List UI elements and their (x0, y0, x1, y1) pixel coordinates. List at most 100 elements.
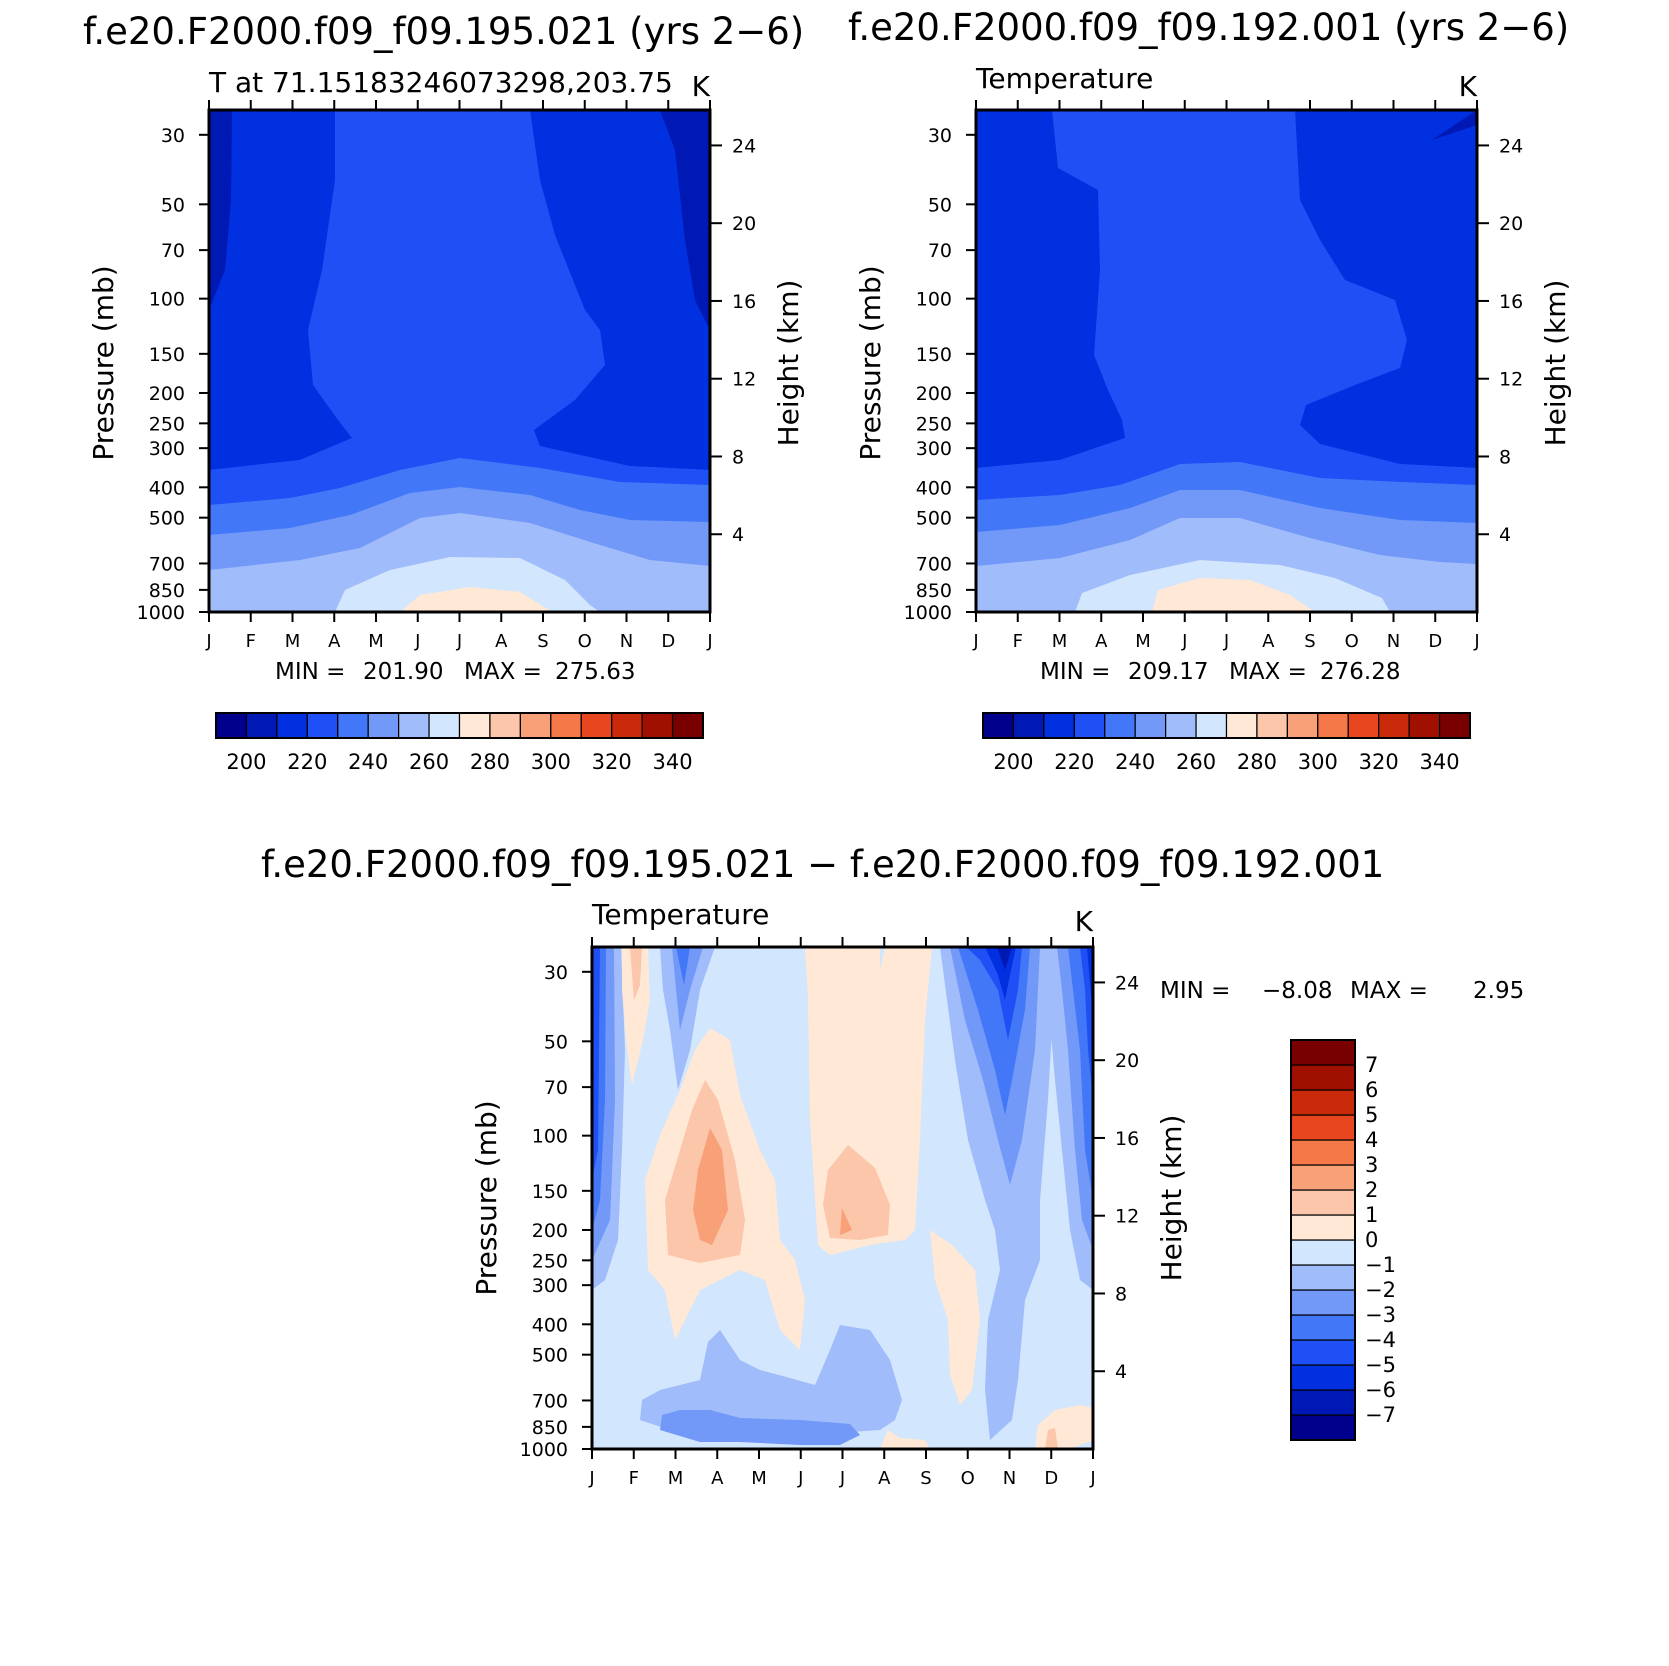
colorbar-label: 300 (531, 750, 571, 774)
colorbar-label: −7 (1365, 1403, 1396, 1427)
height-tick-label: 16 (732, 291, 756, 313)
colorbar-label: 200 (226, 750, 266, 774)
colorbar-label: 220 (287, 750, 327, 774)
panel-1-min-value: 201.90 (363, 659, 443, 685)
colorbar-label: 340 (653, 750, 693, 774)
panel-1: f.e20.F2000.f09_f09.195.021 (yrs 2−6) T … (83, 10, 805, 774)
contour-band (1080, 947, 1093, 1100)
height-tick-label: 12 (1499, 369, 1523, 391)
x-tick-label: D (1428, 631, 1442, 652)
colorbar-label: −1 (1365, 1253, 1396, 1277)
colorbar-box (215, 712, 248, 739)
height-tick-label: 20 (1499, 213, 1523, 235)
contour-band (676, 947, 690, 985)
colorbar-box (1043, 712, 1075, 739)
colorbar-box (671, 712, 704, 739)
colorbar-box (1256, 712, 1288, 739)
panel-2-ylabel: Pressure (mb) (854, 265, 887, 460)
x-tick-label: A (495, 631, 508, 652)
colorbar-box (1104, 712, 1136, 739)
pressure-tick-label: 30 (544, 962, 568, 984)
pressure-tick-label: 50 (928, 194, 952, 216)
panel-2-min-value: 209.17 (1128, 659, 1208, 685)
panel-1-ylabel-right: Height (km) (772, 280, 805, 447)
colorbar-box (1290, 1264, 1356, 1291)
height-tick-label: 16 (1499, 291, 1523, 313)
x-tick-label: O (961, 1468, 975, 1489)
panel-1-max-label: MAX = (464, 659, 542, 685)
x-tick-label: A (711, 1468, 724, 1489)
contour-band (335, 557, 600, 612)
colorbar-box (458, 712, 491, 739)
colorbar-box (1286, 712, 1319, 739)
colorbar-box (1290, 1189, 1356, 1216)
colorbar-box (1290, 1114, 1356, 1141)
pressure-tick-label: 400 (149, 477, 185, 499)
colorbar-label: 300 (1298, 750, 1338, 774)
contour-band (530, 110, 710, 470)
colorbar-label: 1 (1365, 1203, 1378, 1227)
colorbar-label: 2 (1365, 1178, 1378, 1202)
pressure-tick-label: 1000 (137, 602, 185, 624)
colorbar-box (1165, 712, 1197, 739)
panel-3-ylabel: Pressure (mb) (470, 1100, 503, 1295)
pressure-tick-label: 150 (916, 344, 952, 366)
pressure-tick-label: 850 (532, 1417, 568, 1439)
contour-band (997, 947, 1012, 970)
pressure-tick-label: 1000 (520, 1439, 568, 1461)
panel-2-ylabel-right: Height (km) (1539, 280, 1572, 447)
height-tick-label: 4 (1115, 1361, 1127, 1383)
panel-2-stats: MIN = 209.17 MAX = 276.28 (1040, 659, 1400, 685)
pressure-tick-label: 250 (532, 1250, 568, 1272)
contour-band (880, 1430, 930, 1449)
x-tick-label: M (1135, 631, 1151, 652)
contour-band (209, 110, 232, 310)
colorbar-box (1290, 1164, 1356, 1191)
pressure-tick-label: 400 (916, 477, 952, 499)
colorbar-label: 0 (1365, 1228, 1378, 1252)
colorbar-label: 240 (348, 750, 388, 774)
panel-2-min-label: MIN = (1040, 659, 1110, 685)
contour-band (592, 947, 600, 1180)
x-tick-label: J (1473, 631, 1479, 652)
height-tick-label: 24 (1115, 972, 1139, 994)
colorbar-box (276, 712, 308, 739)
colorbar-label: 260 (409, 750, 449, 774)
colorbar-label: 280 (1237, 750, 1277, 774)
colorbar-box (982, 712, 1015, 739)
height-tick-label: 24 (1499, 135, 1523, 157)
x-tick-label: A (1262, 631, 1275, 652)
colorbar-box (1408, 712, 1441, 739)
pressure-tick-label: 850 (916, 580, 952, 602)
colorbar-box (1290, 1214, 1356, 1241)
contour-band (660, 110, 710, 330)
x-tick-label: M (285, 631, 301, 652)
height-tick-label: 12 (1115, 1206, 1139, 1228)
colorbar-box (337, 712, 369, 739)
colorbar-box (1290, 1339, 1356, 1366)
height-tick-label: 8 (1115, 1283, 1127, 1305)
x-tick-label: J (456, 631, 462, 652)
contour-band (840, 1208, 852, 1235)
pressure-tick-label: 70 (161, 240, 185, 262)
colorbar-box (1290, 1314, 1356, 1341)
pressure-tick-label: 200 (916, 383, 952, 405)
panel-3-axes: J F M A M J J A S O N D J 30 50 70 100 150 200 250 300 400 500… (520, 937, 1139, 1489)
pressure-tick-label: 100 (916, 289, 952, 311)
contour-band (1295, 110, 1477, 468)
panel-3-units: K (1075, 905, 1094, 938)
pressure-tick-label: 500 (149, 508, 185, 530)
pressure-tick-label: 150 (532, 1181, 568, 1203)
colorbar-label: 260 (1176, 750, 1216, 774)
colorbar-label: 5 (1365, 1103, 1378, 1127)
pressure-tick-label: 50 (544, 1031, 568, 1053)
pressure-tick-label: 150 (149, 344, 185, 366)
panel-1-contour-field (209, 110, 710, 612)
x-tick-label: F (1013, 631, 1023, 652)
colorbar-label: 340 (1420, 750, 1460, 774)
colorbar-label: −5 (1365, 1353, 1396, 1377)
colorbar-label: −2 (1365, 1278, 1396, 1302)
panel-2-max-value: 276.28 (1320, 659, 1400, 685)
contour-band (660, 1410, 860, 1445)
